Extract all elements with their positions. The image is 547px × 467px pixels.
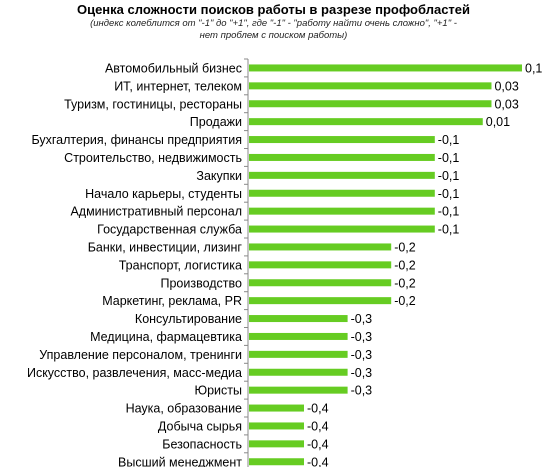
category-label: Продажи xyxy=(190,115,242,129)
chart-title: Оценка сложности поисков работы в разрез… xyxy=(76,2,471,17)
category-label: Туризм, гостиницы, рестораны xyxy=(64,97,242,111)
data-label: -0,4 xyxy=(307,455,329,467)
bar xyxy=(249,279,392,287)
category-label: Управление персоналом, тренинги xyxy=(39,348,242,362)
bar xyxy=(249,332,348,340)
data-label: -0,2 xyxy=(394,294,416,308)
bar xyxy=(249,243,392,251)
category-label: Производство xyxy=(160,276,242,290)
data-label: -0,1 xyxy=(438,133,460,147)
bar xyxy=(249,440,304,448)
data-label: -0,1 xyxy=(438,169,460,183)
category-label: Автомобильный бизнес xyxy=(105,61,242,75)
chart-subtitle: (индекс колеблится от "-1" до "+1", где … xyxy=(0,18,547,42)
bar xyxy=(249,171,435,179)
category-label: Консультирование xyxy=(135,312,242,326)
bar xyxy=(249,350,348,358)
category-label: Высший менеджмент xyxy=(118,455,242,467)
bar xyxy=(249,422,304,430)
bar xyxy=(249,82,492,90)
category-label: Административный персонал xyxy=(70,205,242,219)
bar xyxy=(249,118,483,126)
bar xyxy=(249,261,392,269)
category-label: Маркетинг, реклама, PR xyxy=(102,294,242,308)
category-label: Закупки xyxy=(196,169,242,183)
bar xyxy=(249,368,348,376)
data-label: -0,3 xyxy=(351,348,373,362)
bar xyxy=(249,64,522,72)
bar xyxy=(249,189,435,197)
category-label: Безопасность xyxy=(162,437,242,451)
category-label: Транспорт, логистика xyxy=(119,258,242,272)
category-label: Строительство, недвижимость xyxy=(64,151,242,165)
subtitle-line-1: (индекс колеблится от "-1" до "+1", где … xyxy=(90,18,457,29)
category-label: Банки, инвестиции, лизинг xyxy=(88,240,243,254)
data-label: -0,1 xyxy=(438,223,460,237)
data-label: -0,3 xyxy=(351,366,373,380)
category-label: Добыча сырья xyxy=(158,419,242,433)
data-label: 0,03 xyxy=(494,97,518,111)
data-label: -0,1 xyxy=(438,151,460,165)
data-label: -0,4 xyxy=(307,402,329,416)
subtitle-line-2: нет проблем с поиском работы) xyxy=(199,30,348,41)
category-label: Наука, образование xyxy=(126,402,242,416)
category-label: Искусство, развлечения, масс-медиа xyxy=(27,366,242,380)
data-label: -0,3 xyxy=(351,330,373,344)
category-label: Начало карьеры, студенты xyxy=(85,187,242,201)
bar xyxy=(249,100,492,108)
data-label: -0,2 xyxy=(394,258,416,272)
data-label: -0,3 xyxy=(351,384,373,398)
category-label: Бухгалтерия, финансы предприятия xyxy=(31,133,242,147)
bar xyxy=(249,153,435,161)
bar xyxy=(249,315,348,323)
data-label: -0,2 xyxy=(394,240,416,254)
data-label: 0,03 xyxy=(494,79,518,93)
data-label: -0,4 xyxy=(307,419,329,433)
data-label: -0,4 xyxy=(307,437,329,451)
bar xyxy=(249,207,435,215)
data-label: 0,01 xyxy=(486,115,510,129)
category-label: Медицина, фармацевтика xyxy=(90,330,242,344)
category-label: ИТ, интернет, телеком xyxy=(114,79,242,93)
data-label: -0,2 xyxy=(394,276,416,290)
bar xyxy=(249,136,435,144)
bar xyxy=(249,386,348,394)
data-label: -0,1 xyxy=(438,187,460,201)
bar xyxy=(249,458,304,466)
data-label: -0,1 xyxy=(438,205,460,219)
data-label: 0,1 xyxy=(525,61,542,75)
bar xyxy=(249,225,435,233)
category-label: Юристы xyxy=(194,384,242,398)
bar xyxy=(249,297,392,305)
bar xyxy=(249,404,304,412)
data-label: -0,3 xyxy=(351,312,373,326)
category-label: Государственная служба xyxy=(97,223,242,237)
